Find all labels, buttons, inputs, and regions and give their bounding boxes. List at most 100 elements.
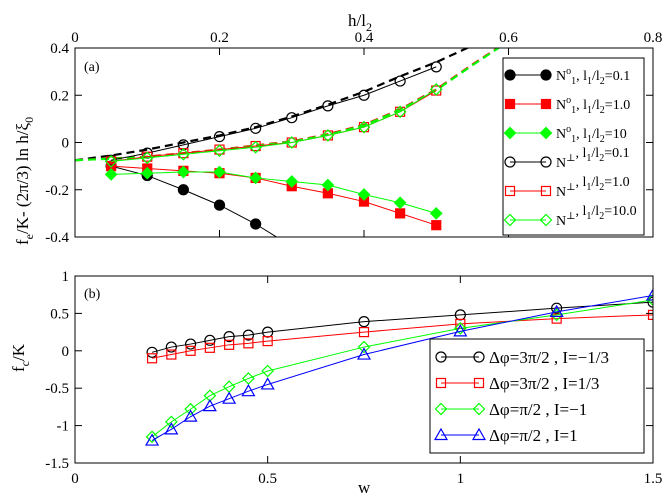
data-point xyxy=(249,171,262,185)
data-point xyxy=(647,296,653,308)
data-point xyxy=(260,377,275,390)
data-point xyxy=(250,122,262,134)
data-point xyxy=(393,196,407,210)
data-point xyxy=(393,105,407,119)
series-a-3 xyxy=(104,165,443,220)
data-point xyxy=(165,341,177,353)
legend-label: Δφ=3π/2 , I=−1/3 xyxy=(489,348,609,367)
data-point xyxy=(286,137,297,148)
legend-item-a-6: N⊥, l1/l2=10.0 xyxy=(503,204,637,229)
panel-a-chart: -0.4-0.200.20.40 0.2 0.4 0.6 0.8 (a) h/l2 fe… xyxy=(13,11,662,246)
top-x-tick-label: 0.6 xyxy=(499,30,518,46)
data-point xyxy=(185,338,197,350)
data-point xyxy=(395,106,406,117)
legend-marker xyxy=(504,156,516,168)
top-x-tick-label: 0.2 xyxy=(210,30,229,46)
legend-item-a-3: No1, l1/l2=10 xyxy=(503,124,627,145)
panel-a-label: (a) xyxy=(84,60,100,75)
legend-label: N⊥, l1/l2=10.0 xyxy=(556,204,637,229)
legend-marker xyxy=(503,213,517,227)
data-point xyxy=(430,61,442,73)
legend-label: No1, l1/l2=0.1 xyxy=(556,66,630,87)
data-point xyxy=(140,151,154,165)
data-point xyxy=(321,178,335,192)
data-point xyxy=(166,349,177,360)
legend-marker xyxy=(504,185,516,197)
legend-marker xyxy=(435,351,447,363)
data-point xyxy=(145,430,159,444)
data-point xyxy=(285,136,299,149)
data-point xyxy=(140,166,154,180)
series-line xyxy=(151,299,653,438)
data-point xyxy=(241,383,256,397)
data-point xyxy=(145,433,160,446)
x-axis-label: w xyxy=(358,478,371,497)
legend-marker xyxy=(539,126,553,140)
series-line xyxy=(151,301,653,353)
data-point xyxy=(185,345,196,356)
legend-item-a-1: No1, l1/l2=0.1 xyxy=(504,66,630,87)
data-point xyxy=(202,398,217,412)
data-point xyxy=(262,335,273,347)
legend-marker xyxy=(540,69,552,81)
x-tick-label: 0 xyxy=(71,471,79,487)
panel-b-y-axis-label: fc/K xyxy=(9,343,32,372)
legend-label: Δφ=π/2 , I=−1 xyxy=(489,400,587,419)
data-point xyxy=(395,208,406,219)
data-point xyxy=(242,372,255,385)
data-point xyxy=(184,402,197,416)
data-point xyxy=(358,316,370,328)
data-point xyxy=(177,147,190,161)
legend-item-b-3: Δφ=π/2 , I=−1 xyxy=(434,400,587,419)
series-line xyxy=(110,165,278,237)
data-point xyxy=(429,82,443,96)
legend-item-a-5: N⊥, l1/l2=1.0 xyxy=(504,175,630,200)
data-point xyxy=(261,364,275,378)
data-point xyxy=(357,120,371,134)
legend-label: No1, l1/l2=10 xyxy=(556,124,627,145)
y-tick-label: 0.2 xyxy=(50,88,69,104)
data-point xyxy=(647,309,653,320)
data-point xyxy=(285,175,299,188)
legend-marker xyxy=(504,98,516,110)
data-point xyxy=(177,139,189,151)
legend-marker xyxy=(472,402,486,416)
y-tick-label: -0.2 xyxy=(45,183,69,199)
series-line xyxy=(111,66,437,161)
series-line xyxy=(111,171,437,214)
series-b-4 xyxy=(145,288,653,446)
data-point xyxy=(249,140,262,154)
legend-marker xyxy=(473,377,485,389)
legend-item-a-4: N⊥, l1/l2=0.1 xyxy=(504,146,630,171)
legend-label: Δφ=π/2 , I=1 xyxy=(489,426,578,445)
data-point xyxy=(223,330,235,343)
legend-item-b-2: Δφ=3π/2 , I=1/3 xyxy=(435,374,599,393)
panel-b-chart: 0 0.5 1 1.5 -1.5 -1 -0.5 0 0.5 1 (b) w fc/K Δφ=3π… xyxy=(9,269,662,497)
data-point xyxy=(394,75,406,87)
data-point xyxy=(357,188,371,201)
x-tick-label: 0.5 xyxy=(258,471,277,487)
data-point xyxy=(104,168,118,181)
data-point xyxy=(213,130,226,143)
data-point xyxy=(177,184,189,196)
panel-b-legend-frame xyxy=(429,338,645,454)
series-line xyxy=(111,165,437,226)
y-tick-label: -0.5 xyxy=(45,381,69,397)
top-x-tick-label: 0.4 xyxy=(355,30,374,46)
legend-marker xyxy=(434,402,448,416)
legend-label: No1, l1/l2=1.0 xyxy=(556,95,630,116)
panel-a-y-axis-label: fe/K- (2π/3) ln h/ξ0 xyxy=(13,117,36,245)
data-point xyxy=(104,155,118,168)
legend-marker xyxy=(471,427,487,441)
y-tick-label: -0.4 xyxy=(45,230,69,246)
panel-b-plot-frame xyxy=(74,275,654,464)
data-point xyxy=(146,346,158,358)
data-point xyxy=(177,165,190,179)
data-point xyxy=(243,338,254,349)
data-point xyxy=(224,339,235,350)
data-point xyxy=(358,89,370,101)
panel-b-legend: Δφ=3π/2 , I=−1/3 Δφ=3π/2 , I=1/3 Δφ=π/2 , … xyxy=(429,338,645,454)
data-point xyxy=(213,144,226,158)
data-point xyxy=(645,288,653,301)
